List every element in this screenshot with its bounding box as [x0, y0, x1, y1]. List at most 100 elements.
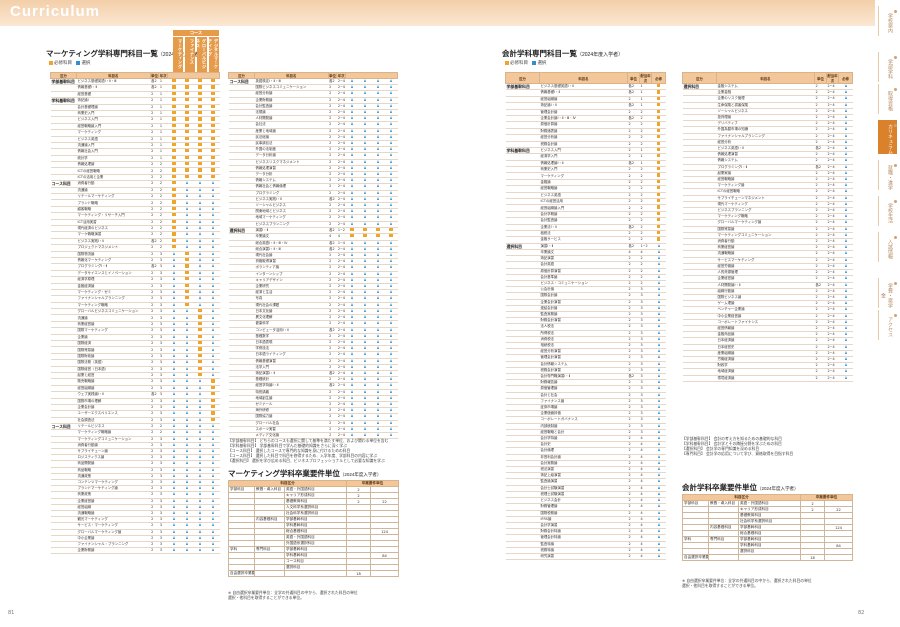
- elective-triangle-icon: [172, 328, 175, 332]
- course-mark-cell: [371, 240, 385, 247]
- elective-triangle-icon: [844, 363, 847, 367]
- required-square-icon: [656, 84, 661, 88]
- course-name-cell: ビジネス基礎英語Ⅰ・Ⅱ: [539, 83, 628, 91]
- side-tab[interactable]: 学校案内: [878, 6, 897, 36]
- year-cell: 4: [639, 547, 652, 554]
- units-cell: 2: [627, 510, 640, 517]
- required-square-icon: [211, 379, 215, 383]
- table-row: 税理士試験演習 2 4: [505, 491, 666, 499]
- table-row: 会計監査論 2 2: [505, 217, 666, 225]
- elective-triangle-icon: [844, 251, 847, 255]
- course-mark-cell: [651, 553, 666, 561]
- category-cell: [228, 364, 255, 371]
- course-mark-cell: [384, 358, 398, 365]
- year-cell: 2~4: [336, 364, 346, 371]
- course-mark-cell: [180, 167, 194, 175]
- course-mark-cell: [838, 319, 853, 326]
- course-mark-cell: [345, 358, 359, 365]
- elective-triangle-icon: [657, 249, 660, 253]
- side-tab[interactable]: 入試情報: [878, 232, 897, 262]
- course-name-cell: 経済学原理: [76, 276, 151, 284]
- year-cell: 2~4: [826, 89, 839, 97]
- category-cell: [50, 238, 77, 246]
- course-mark-cell: [358, 159, 372, 166]
- course-mark-cell: [167, 219, 181, 227]
- table-row: 監査実務論 2 3: [505, 311, 666, 319]
- units-cell: 2: [627, 348, 640, 356]
- year-cell: 4: [336, 233, 346, 241]
- table-row: 税務会計演習 2 3: [505, 367, 666, 375]
- course-mark-cell: [345, 339, 359, 347]
- course-name-cell: 卒業論文: [539, 249, 628, 257]
- course-name-cell: 簿記演習: [539, 255, 628, 263]
- category-cell: [682, 201, 717, 209]
- elective-triangle-icon: [185, 309, 188, 313]
- table-row: 起業家論 2 2~4: [682, 170, 853, 178]
- course-mark-cell: [206, 372, 220, 380]
- category-cell: [682, 257, 717, 264]
- elective-triangle-icon: [350, 203, 353, 207]
- side-tab[interactable]: 学費・奨学金: [878, 278, 897, 308]
- course-mark-cell: [371, 103, 385, 111]
- course-mark-cell: [193, 257, 207, 265]
- course-name-cell: 会計英語: [539, 261, 628, 269]
- units-cell: 2: [814, 356, 827, 364]
- elective-triangle-icon: [657, 405, 660, 409]
- table-row: 流通論 2 2: [50, 187, 220, 195]
- course-name-cell: ブランド戦略: [76, 199, 151, 207]
- elective-triangle-icon: [844, 170, 847, 174]
- elective-triangle-icon: [350, 103, 353, 107]
- elective-triangle-icon: [389, 141, 392, 145]
- course-mark-cell: [371, 420, 385, 427]
- table-row: 学部基幹科目 ビジネス基礎英語Ⅰ・Ⅱ 各2 1: [505, 83, 666, 91]
- table-row: コーポレートガバナンス 2 3: [505, 416, 666, 424]
- course-mark-cell: [167, 104, 181, 111]
- table-row: 経営組織論 2 1: [505, 96, 666, 104]
- course-name-cell: 総合英語Ⅰ・Ⅱ・Ⅲ・Ⅳ: [254, 240, 329, 247]
- category-cell: [50, 110, 77, 118]
- side-tab[interactable]: アクセス: [878, 310, 897, 340]
- side-tab[interactable]: 学校生活: [878, 196, 897, 226]
- course-mark-cell: [345, 97, 359, 104]
- course-mark-cell: [206, 529, 220, 536]
- side-tab[interactable]: 学部学科: [878, 52, 897, 82]
- course-mark-cell: [838, 114, 853, 122]
- course-name-cell: 経営分析演習: [539, 348, 628, 356]
- req-cell-e: [824, 554, 853, 561]
- table-row: 人材開発論Ⅰ・Ⅱ 各2 2~4: [682, 282, 853, 289]
- category-cell: [682, 207, 717, 215]
- elective-triangle-icon: [376, 159, 379, 163]
- units-cell: 2: [627, 385, 640, 393]
- table-header-row: 区分 科目名 単位 配当年次 必修: [505, 72, 666, 84]
- elective-triangle-icon: [389, 172, 392, 176]
- units-cell: 2: [814, 232, 827, 240]
- required-square-icon: [198, 91, 202, 95]
- category-cell: [50, 161, 77, 169]
- course-mark-cell: [651, 255, 666, 263]
- course-mark-cell: [371, 171, 385, 179]
- course-mark-cell: [206, 516, 220, 524]
- course-mark-cell: [167, 187, 181, 195]
- course-mark-cell: [358, 420, 372, 427]
- course-name-cell: データサイエンスとイノベーション: [76, 270, 151, 278]
- elective-triangle-icon: [185, 405, 188, 409]
- course-mark-cell: [651, 128, 666, 136]
- units-cell: 2: [814, 102, 827, 109]
- elective-triangle-icon: [657, 293, 660, 297]
- elective-triangle-icon: [363, 178, 366, 182]
- elective-triangle-icon: [211, 353, 214, 357]
- elective-triangle-icon: [211, 517, 214, 521]
- required-square-icon: [656, 218, 661, 222]
- course-name-cell: ビジネス会計: [539, 497, 628, 505]
- course-name-cell: 労働経済論: [716, 356, 815, 364]
- table-row: 経営戦略論 2 2~4: [682, 176, 853, 184]
- side-tab[interactable]: 取得資格: [878, 84, 897, 114]
- units-cell: 2: [627, 466, 640, 474]
- category-cell: [50, 334, 77, 342]
- year-cell: 2: [639, 172, 652, 180]
- side-tab[interactable]: 就職・進学: [878, 160, 897, 190]
- side-tab[interactable]: カリキュラム: [878, 120, 897, 154]
- elective-triangle-icon: [211, 523, 214, 527]
- course-name-cell: 会計情報システム: [539, 361, 628, 368]
- elective-triangle-icon: [844, 226, 847, 230]
